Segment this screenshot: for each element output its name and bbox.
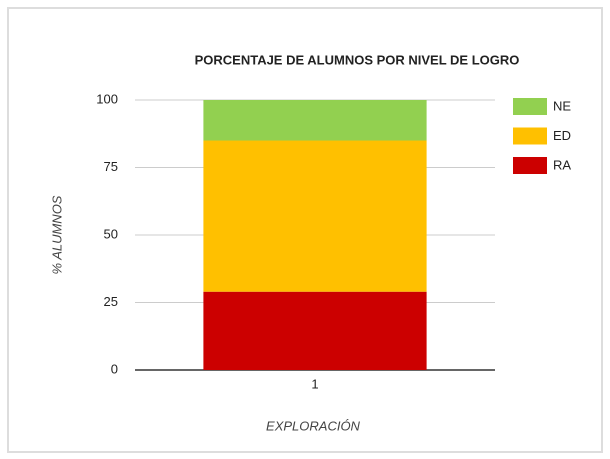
y-tick-label: 50: [104, 226, 118, 241]
y-tick-label: 75: [104, 159, 118, 174]
bar-segment: [203, 291, 427, 370]
legend-swatch: [513, 157, 547, 174]
legend-label: NE: [553, 98, 571, 113]
legend-swatch: [513, 127, 547, 145]
legend-swatch: [513, 98, 547, 115]
y-tick-label: 0: [111, 361, 118, 376]
chart-title: PORCENTAJE DE ALUMNOS POR NIVEL DE LOGRO: [195, 52, 520, 67]
bar-segment: [203, 140, 427, 292]
y-axis-label: % ALUMNOS: [49, 195, 64, 274]
legend-label: RA: [553, 157, 571, 172]
y-tick-label: 25: [104, 294, 118, 309]
bar-segment: [203, 100, 427, 141]
x-axis-label: EXPLORACIÓN: [266, 418, 361, 433]
y-tick-label: 100: [96, 91, 118, 106]
x-tick-label: 1: [311, 376, 318, 391]
legend-label: ED: [553, 128, 571, 143]
